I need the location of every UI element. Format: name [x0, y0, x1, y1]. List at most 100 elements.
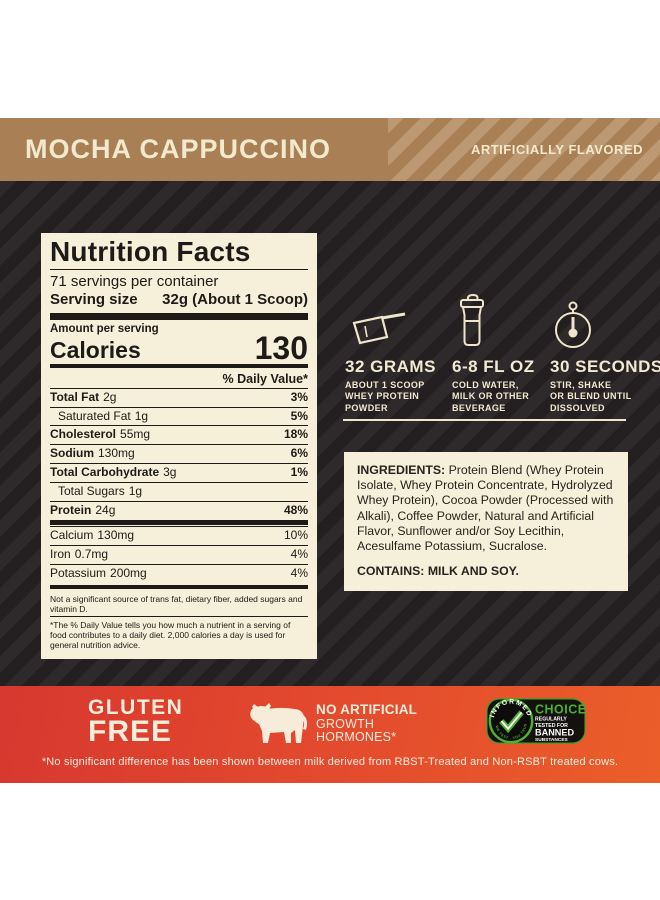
nutrient-name: Total Sugars: [58, 483, 125, 498]
timer-icon: [550, 293, 660, 351]
amount-per-serving-label: Amount per serving: [50, 322, 159, 335]
hormones-line: GROWTH: [316, 716, 375, 731]
servings-per-container: 71 servings per container: [50, 272, 219, 290]
nutrient-row-saturated-fat: Saturated Fat 1g 5%: [50, 406, 308, 426]
nutrition-facts-panel: Nutrition Facts 71 servings per containe…: [41, 233, 317, 659]
direction-subtext-line: OR BLEND UNTIL: [550, 391, 632, 402]
artificially-flavored-label: ARTIFICIALLY FLAVORED: [470, 142, 643, 157]
nutrient-row-protein: Protein 24g 48%: [50, 500, 308, 520]
nutrient-name: Protein: [50, 502, 92, 517]
direction-subtext-line: WHEY PROTEIN: [345, 391, 420, 402]
direction-subtext-line: POWDER: [345, 402, 388, 413]
nutrient-amount: 130mg: [98, 446, 135, 461]
direction-subtext-line: DISSOLVED: [550, 402, 605, 413]
ingredients-text: INGREDIENTS: Protein Blend (Whey Protein…: [357, 463, 615, 554]
serving-size-row: Serving size 32g (About 1 Scoop): [50, 291, 308, 308]
scoop-icon: [345, 293, 436, 351]
nutrient-name: Iron: [50, 547, 71, 562]
badge-line: REGULARLY: [535, 717, 567, 723]
medium-rule: [50, 363, 308, 368]
direction-subtext-line: COLD WATER,: [452, 380, 519, 390]
nutrient-name: Saturated Fat: [58, 408, 131, 423]
contains-statement: CONTAINS: MILK AND SOY.: [357, 564, 519, 579]
diagonal-stripes-decoration: [388, 118, 660, 181]
medium-rule: [50, 520, 308, 526]
serving-size-value: 32g (About 1 Scoop): [162, 290, 308, 308]
direction-subtext-line: BEVERAGE: [452, 402, 506, 413]
nutrient-amount: 55mg: [120, 427, 151, 442]
nutrient-row-iron: Iron 0.7mg 4%: [50, 545, 308, 564]
nutrient-dv: 1%: [290, 464, 308, 479]
nutrient-dv: 10%: [283, 528, 308, 543]
nutrient-name: Total Fat: [50, 389, 100, 404]
rbst-footnote: *No significant difference has been show…: [41, 756, 619, 768]
nutrient-row-cholesterol: Cholesterol 55mg 18%: [50, 425, 308, 444]
direction-heading: 6-8 FL OZ: [452, 357, 535, 376]
nutrient-amount: 24g: [95, 502, 116, 517]
nutrient-dv: 6%: [290, 446, 308, 461]
ingredients-label: INGREDIENTS:: [357, 463, 446, 477]
nutrient-amount: 200mg: [110, 565, 147, 580]
gluten-word: GLUTEN: [88, 696, 184, 719]
direction-subtext: ABOUT 1 SCOOP WHEY PROTEIN POWDER: [345, 380, 436, 414]
thick-rule: [50, 312, 308, 320]
shaker-icon: [452, 293, 535, 351]
calories-value: 130: [254, 329, 308, 366]
nutrient-dv: 4%: [290, 547, 308, 562]
informed-choice-badge: INFORMED WE TEST . YOU TRUST CHOICE REGU…: [485, 692, 586, 752]
daily-value-header: % Daily Value*: [222, 371, 308, 386]
cow-icon: [248, 701, 310, 752]
free-word: FREE: [88, 714, 173, 748]
direction-subtext-line: STIR, SHAKE: [550, 380, 612, 390]
gluten-free-claim: GLUTEN FREE: [88, 696, 184, 748]
nutrient-amount: 3g: [163, 464, 177, 479]
badge-line: BANNED: [535, 727, 574, 737]
direction-timer: 30 SECONDS STIR, SHAKE OR BLEND UNTIL DI…: [550, 293, 660, 414]
direction-heading: 30 SECONDS: [550, 357, 660, 376]
nutrient-dv: 48%: [283, 502, 308, 517]
label-body: Nutrition Facts 71 servings per containe…: [0, 181, 660, 686]
nutrient-row-total-sugars: Total Sugars 1g: [50, 481, 308, 501]
nutrient-row-potassium: Potassium 200mg 4%: [50, 563, 308, 583]
ingredients-list: Protein Blend (Whey Protein Isolate, Whe…: [357, 463, 614, 554]
nutrient-row-total-carbohydrate: Total Carbohydrate 3g 1%: [50, 462, 308, 482]
nutrient-amount: 1g: [128, 483, 143, 498]
footer-band: GLUTEN FREE NO ARTIFICIAL GROWTH HORMONE…: [0, 686, 660, 783]
nutrient-amount: 130mg: [97, 528, 135, 543]
badge-line: TESTED FOR: [535, 723, 568, 729]
nutrient-amount: 2g: [103, 389, 117, 404]
hormones-line: NO ARTIFICIAL: [316, 702, 418, 717]
nutrient-name: Total Carbohydrate: [50, 464, 160, 479]
nutrient-row-calcium: Calcium 130mg 10%: [50, 526, 308, 545]
not-significant-note: Not a significant source of trans fat, d…: [50, 593, 303, 614]
nutrient-row-total-fat: Total Fat 2g 3%: [50, 387, 308, 407]
calories-row: Calories 130: [50, 329, 308, 366]
badge-choice-text: CHOICE: [535, 702, 586, 716]
nutrient-dv: 3%: [290, 389, 308, 404]
nutrient-name: Cholesterol: [50, 427, 117, 442]
direction-scoop: 32 GRAMS ABOUT 1 SCOOP WHEY PROTEIN POWD…: [345, 293, 436, 414]
nutrient-dv: 5%: [290, 408, 308, 423]
nutrient-dv: 18%: [283, 427, 308, 442]
serving-size-label: Serving size: [50, 290, 138, 308]
nutrient-name: Potassium: [50, 565, 107, 580]
hormones-line: HORMONES*: [316, 730, 397, 745]
nutrient-dv: 4%: [290, 565, 308, 580]
ingredients-box: INGREDIENTS: Protein Blend (Whey Protein…: [344, 452, 628, 591]
flavor-name: MOCHA CAPPUCCINO: [25, 134, 331, 164]
nutrient-row-sodium: Sodium 130mg 6%: [50, 444, 308, 463]
medium-rule: [50, 584, 308, 589]
no-artificial-hormones-claim: NO ARTIFICIAL GROWTH HORMONES*: [316, 702, 418, 745]
nutrition-facts-title: Nutrition Facts: [50, 237, 308, 270]
badge-line: SUBSTANCES: [535, 737, 568, 743]
daily-value-footnote: *The % Daily Value tells you how much a …: [50, 615, 308, 652]
direction-subtext-line: ABOUT 1 SCOOP: [345, 380, 425, 390]
direction-shaker: 6-8 FL OZ COLD WATER, MILK OR OTHER BEVE…: [452, 293, 535, 414]
nutrient-name: Calcium: [50, 528, 94, 543]
direction-subtext: STIR, SHAKE OR BLEND UNTIL DISSOLVED: [550, 380, 660, 414]
direction-subtext: COLD WATER, MILK OR OTHER BEVERAGE: [452, 380, 535, 414]
direction-subtext-line: MILK OR OTHER: [452, 391, 530, 402]
nutrient-amount: 1g: [134, 408, 149, 423]
nutrient-amount: 0.7mg: [74, 547, 109, 562]
direction-heading: 32 GRAMS: [345, 357, 436, 376]
